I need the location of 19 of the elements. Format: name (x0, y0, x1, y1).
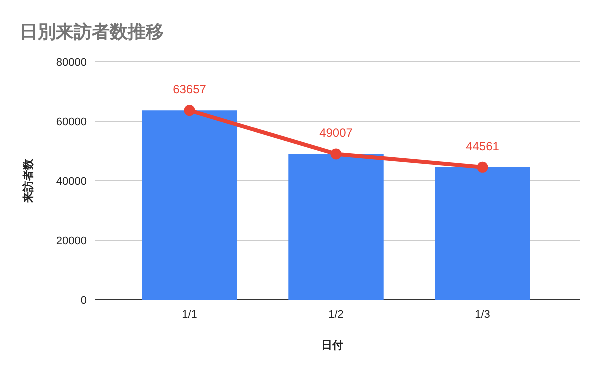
chart-title: 日別来訪者数推移 (20, 22, 164, 42)
y-axis-title: 来訪者数 (22, 158, 35, 204)
point (477, 162, 488, 173)
data-label: 44561 (466, 139, 500, 154)
bar (435, 167, 530, 300)
point (330, 148, 342, 160)
y-tick-label: 0 (80, 295, 87, 307)
y-tick-label: 80000 (56, 57, 87, 69)
data-label: 63657 (173, 82, 207, 97)
y-tick-label: 40000 (56, 176, 87, 188)
x-tick-label: 1/3 (475, 309, 490, 321)
x-tick-label: 1/2 (328, 309, 344, 321)
data-label: 49007 (320, 126, 354, 140)
bar (142, 110, 238, 300)
x-axis-title: 日付 (322, 340, 344, 352)
y-tick-label: 20000 (56, 236, 87, 248)
x-tick-label: 1/1 (182, 309, 198, 321)
y-tick-label: 60000 (56, 116, 87, 128)
point (184, 105, 196, 116)
